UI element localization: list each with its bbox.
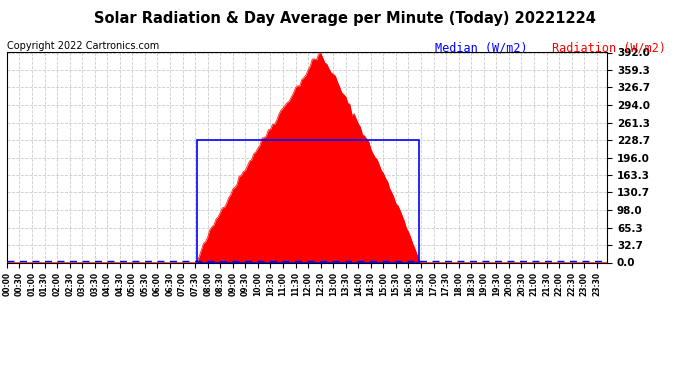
Text: Radiation (W/m2): Radiation (W/m2) [552, 41, 666, 54]
Bar [197, 140, 419, 262]
Text: Solar Radiation & Day Average per Minute (Today) 20221224: Solar Radiation & Day Average per Minute… [94, 11, 596, 26]
Text: Median (W/m2): Median (W/m2) [435, 41, 527, 54]
Text: Copyright 2022 Cartronics.com: Copyright 2022 Cartronics.com [7, 41, 159, 51]
